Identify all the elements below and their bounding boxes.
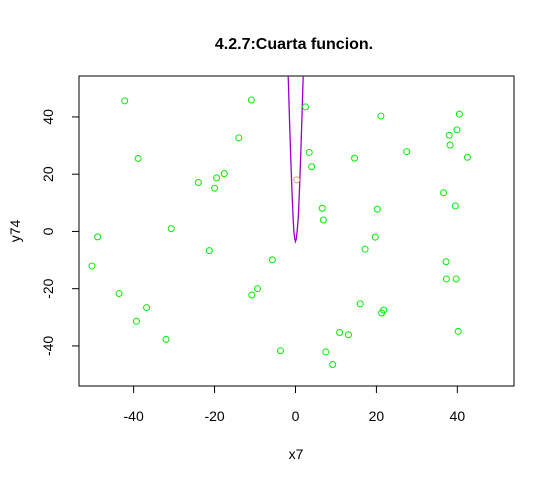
- data-point: [361, 245, 369, 253]
- data-point: [452, 275, 460, 283]
- data-point: [455, 110, 463, 118]
- data-point: [329, 361, 337, 369]
- x-tick-label: 20: [369, 408, 385, 424]
- data-point: [371, 233, 379, 241]
- data-point: [305, 148, 313, 156]
- x-axis: -40 -20 0 20 40: [124, 385, 466, 424]
- data-point: [308, 163, 316, 171]
- data-point: [247, 96, 255, 104]
- data-point: [268, 256, 276, 264]
- chart-title: 4.2.7:Cuarta funcion.: [215, 36, 373, 53]
- highlight-point: [293, 176, 301, 184]
- data-point: [194, 178, 202, 186]
- curve-layer: [287, 76, 304, 244]
- data-point: [143, 304, 151, 312]
- data-point: [277, 347, 285, 355]
- data-point: [94, 233, 102, 241]
- data-point: [302, 103, 310, 111]
- data-point: [213, 174, 221, 182]
- data-point: [445, 131, 453, 139]
- data-point: [235, 134, 243, 142]
- data-point: [322, 348, 330, 356]
- x-axis-label: x7: [289, 446, 304, 462]
- data-point: [454, 327, 462, 335]
- data-point: [373, 205, 381, 213]
- data-point: [356, 300, 364, 308]
- x-tick-label: 40: [450, 408, 466, 424]
- data-point: [248, 291, 256, 299]
- data-point: [442, 275, 450, 283]
- y-tick-label: -20: [40, 278, 56, 298]
- data-point: [115, 290, 123, 298]
- data-point: [134, 154, 142, 162]
- data-point: [351, 154, 359, 162]
- data-point: [378, 309, 386, 317]
- data-point: [344, 331, 352, 339]
- data-point: [336, 328, 344, 336]
- y-tick-label: 40: [40, 109, 56, 125]
- data-point: [132, 317, 140, 325]
- data-point: [88, 262, 96, 270]
- data-point: [211, 184, 219, 192]
- data-point: [451, 202, 459, 210]
- data-point: [162, 335, 170, 343]
- data-point: [318, 204, 326, 212]
- data-point: [377, 112, 385, 120]
- plot-area: [78, 75, 515, 387]
- data-point: [121, 97, 129, 105]
- x-tick-label: 0: [292, 408, 300, 424]
- data-point: [453, 126, 461, 134]
- curve-line: [287, 76, 304, 244]
- y-tick-label: -40: [40, 336, 56, 356]
- data-point: [319, 216, 327, 224]
- points-layer: [88, 96, 471, 369]
- data-point: [205, 247, 213, 255]
- data-point: [220, 170, 228, 178]
- data-point: [167, 225, 175, 233]
- data-point: [403, 148, 411, 156]
- x-tick-label: -20: [204, 408, 224, 424]
- y-tick-label: 0: [40, 227, 56, 235]
- y-axis-label: y74: [7, 220, 23, 243]
- data-point: [463, 153, 471, 161]
- data-point: [253, 285, 261, 293]
- y-axis: -40 -20 0 20 40: [40, 109, 80, 356]
- data-point: [440, 189, 448, 197]
- y-tick-label: 20: [40, 166, 56, 182]
- x-tick-label: -40: [124, 408, 144, 424]
- data-point: [442, 258, 450, 266]
- data-point: [446, 141, 454, 149]
